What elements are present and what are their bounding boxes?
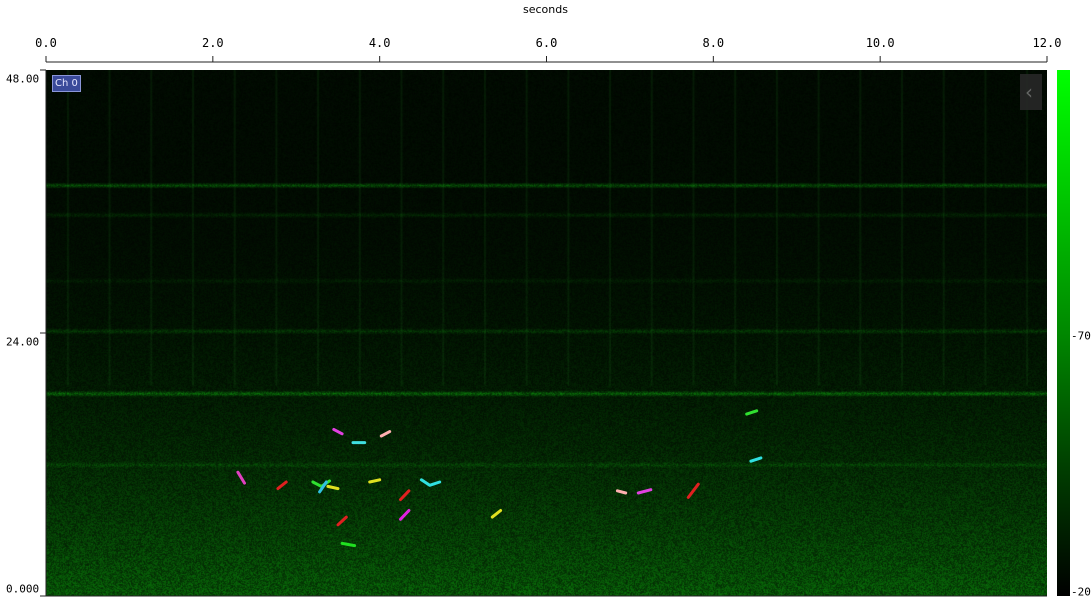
- detection-contour: [745, 409, 759, 416]
- y-tick-label: 48.00: [6, 72, 40, 86]
- detection-contour: [686, 482, 700, 499]
- channel-label[interactable]: Ch 0: [52, 75, 81, 92]
- spectrogram-plot-area[interactable]: [46, 70, 1047, 596]
- x-tick-label: 12.0: [1032, 36, 1062, 50]
- x-tick-label: 10.0: [865, 36, 895, 50]
- detection-contour: [340, 541, 357, 548]
- x-axis-label: seconds: [523, 3, 568, 16]
- detection-contour: [490, 509, 503, 519]
- detection-contour: [749, 456, 763, 463]
- collapse-panel-button[interactable]: ‹: [1020, 74, 1042, 110]
- detection-contour: [399, 509, 411, 521]
- x-tick-label: 4.0: [368, 36, 391, 50]
- x-tick-label: 0.0: [35, 36, 57, 50]
- colorbar-tick-label: -20: [1071, 585, 1091, 599]
- detection-contour: [379, 430, 392, 438]
- spectrogram-canvas: [46, 70, 1047, 596]
- detections-layer: [236, 409, 763, 548]
- detection-contour: [276, 480, 288, 491]
- x-tick-label: 2.0: [201, 36, 224, 50]
- detection-contour: [636, 488, 653, 495]
- detection-contour: [368, 478, 382, 484]
- x-tick-label: 8.0: [702, 36, 725, 50]
- detection-contour: [336, 515, 348, 527]
- detection-contour: [236, 470, 246, 485]
- colorbar-tick-label: -70: [1071, 329, 1091, 343]
- colorbar: [1057, 70, 1070, 596]
- y-tick-label: 0.000: [6, 582, 40, 596]
- detection-contour: [615, 489, 628, 495]
- chevron-left-icon: ‹: [1025, 80, 1033, 104]
- y-tick-label: 24.00: [6, 335, 40, 349]
- detection-contour: [332, 427, 344, 436]
- detection-contour: [399, 489, 411, 502]
- detection-contour: [326, 484, 340, 491]
- detection-contour: [318, 480, 328, 494]
- detection-contour: [419, 478, 442, 487]
- x-tick-label: 6.0: [535, 36, 558, 50]
